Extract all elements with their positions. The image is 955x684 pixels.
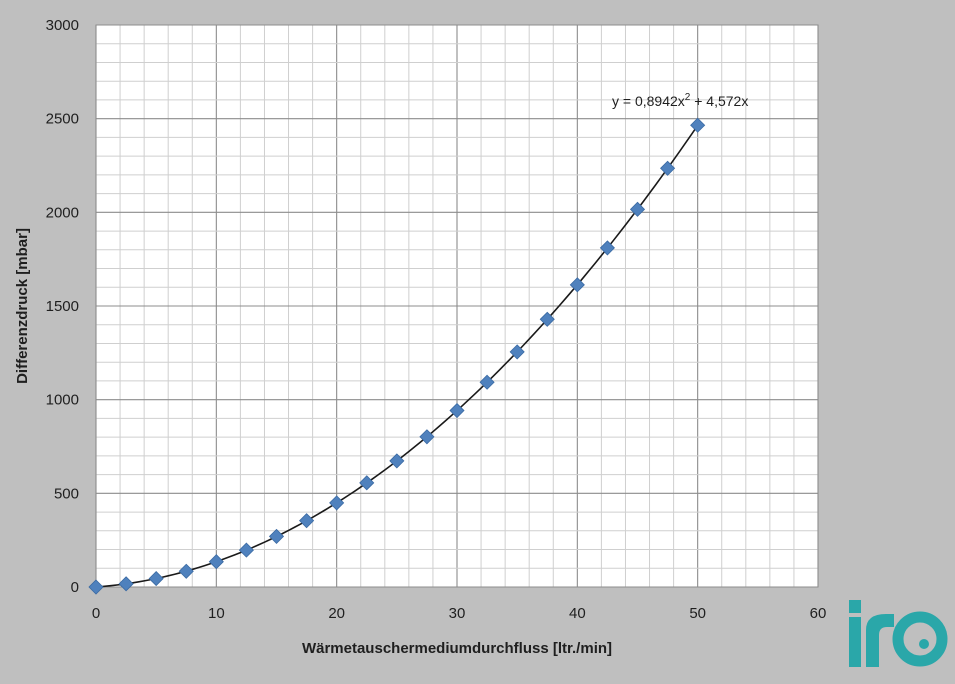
data-point [419,429,435,445]
data-point [389,453,405,469]
data-point [629,201,646,217]
logo-o-dot [919,639,929,649]
plot-border [95,24,819,588]
y-axis-title: Differenzdruck [mbar] [14,228,31,384]
y-tick-label: 3000 [46,17,79,34]
x-tick-label: 20 [328,605,345,622]
y-tick-label: 2000 [46,204,79,221]
x-tick-label: 0 [92,605,100,622]
logo-text: iro [0,0,2,1]
data-point [359,475,375,491]
x-tick-label: 60 [810,605,827,622]
logo-o-ring [892,611,948,667]
data-point [569,277,585,293]
x-tick-label: 10 [208,605,225,622]
data-point [599,240,615,256]
data-point [118,576,134,592]
grid-layer [95,24,819,588]
iro-logo: iro [0,0,948,667]
y-tick-label: 500 [54,485,79,502]
data-point [539,311,555,327]
marker-layer [88,117,706,595]
y-tick-label: 1000 [46,392,79,409]
data-point [88,579,104,595]
x-tick-label: 50 [689,605,706,622]
x-tick-label: 40 [569,605,586,622]
x-axis-title: Wärmetauschermediumdurchfluss [ltr./min] [302,640,612,657]
data-point [208,554,224,570]
y-tick-label: 0 [71,579,79,596]
data-point [690,117,706,133]
data-point [148,571,164,587]
logo-r [866,614,894,667]
logo-i-stem [849,617,861,667]
tick-layer: 0 10 20 30 40 50 60 0 500 1000 1500 2000 2500 3000 [46,17,827,622]
x-tick-label: 30 [449,605,466,622]
data-point [660,160,676,176]
equation-exponent: 2 [685,92,691,103]
trendline-equation: y = 0,8942x2 + 4,572x [612,92,748,109]
data-point [509,344,525,360]
data-point [178,563,194,579]
y-tick-label: 2500 [46,111,79,128]
data-point [479,374,495,390]
data-point [329,495,345,511]
y-tick-label: 1500 [46,298,79,315]
data-point [268,528,285,544]
data-point [299,513,315,529]
logo-i-dot [849,600,861,613]
data-point [449,402,465,419]
data-point [238,542,254,558]
